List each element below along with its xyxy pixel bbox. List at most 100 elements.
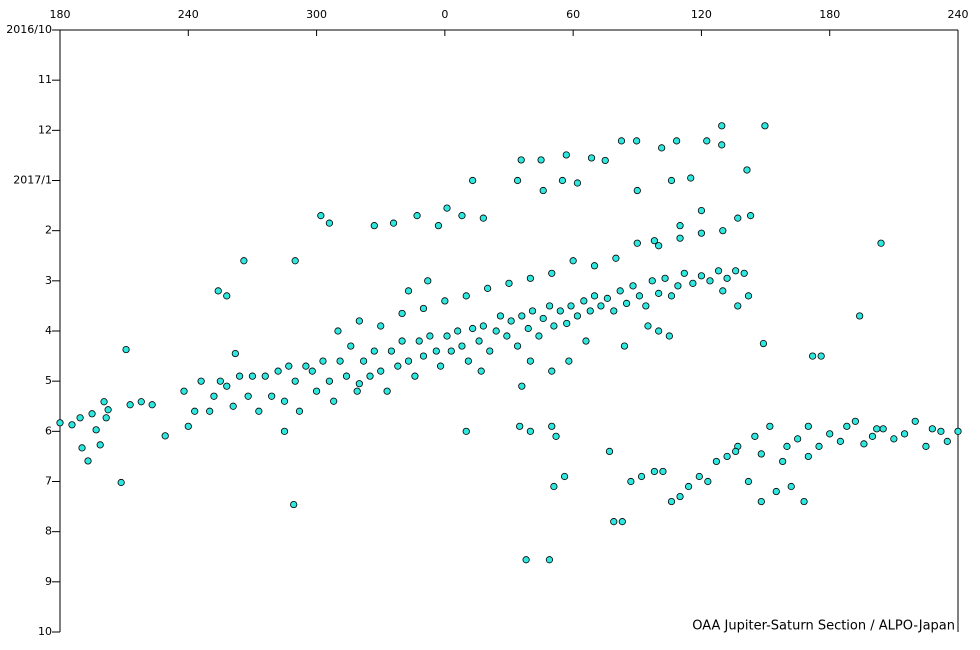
- data-point: [92, 426, 100, 434]
- data-point: [419, 352, 428, 360]
- data-point: [513, 176, 522, 185]
- data-point: [526, 427, 534, 435]
- data-point: [240, 257, 248, 265]
- data-point: [633, 239, 641, 247]
- data-point: [334, 327, 342, 335]
- data-point: [548, 422, 556, 430]
- data-point: [676, 222, 684, 230]
- data-point: [642, 302, 650, 310]
- data-point: [291, 257, 299, 265]
- data-point: [244, 392, 252, 400]
- data-point: [563, 319, 571, 328]
- data-point: [308, 367, 316, 375]
- data-point: [633, 186, 641, 195]
- data-point: [528, 307, 537, 315]
- data-point: [336, 357, 344, 365]
- data-point: [180, 387, 188, 395]
- data-point: [794, 435, 802, 443]
- data-point: [567, 302, 575, 310]
- data-point: [88, 410, 96, 418]
- data-point: [616, 287, 624, 295]
- data-point: [587, 154, 596, 162]
- data-point: [732, 267, 740, 275]
- data-point: [804, 452, 812, 461]
- data-point: [248, 372, 257, 380]
- data-point: [436, 362, 445, 370]
- data-point: [612, 254, 620, 262]
- data-point: [783, 442, 791, 450]
- data-point: [68, 421, 76, 429]
- data-point: [214, 287, 222, 295]
- data-point: [680, 269, 688, 277]
- data-point: [650, 237, 658, 245]
- y-tick-label: 8: [45, 525, 52, 538]
- y-tick-label: 4: [45, 324, 52, 337]
- data-point: [458, 212, 466, 220]
- data-point: [706, 277, 714, 285]
- data-point: [714, 267, 723, 275]
- data-point: [658, 144, 666, 152]
- y-tick-label: 10: [38, 625, 52, 638]
- data-point: [676, 492, 684, 501]
- data-point: [503, 332, 511, 340]
- data-point: [325, 377, 333, 385]
- data-point: [648, 277, 656, 285]
- y-tick-label: 3: [45, 274, 52, 287]
- data-point: [719, 287, 727, 295]
- data-point: [387, 347, 396, 355]
- data-point: [744, 477, 753, 486]
- data-point: [522, 556, 530, 564]
- data-point: [325, 219, 333, 227]
- data-point: [873, 425, 881, 433]
- data-point: [389, 219, 398, 227]
- data-point: [667, 497, 676, 506]
- data-point: [319, 357, 327, 365]
- data-point: [590, 292, 599, 300]
- y-tick-label: 12: [38, 123, 52, 136]
- data-point: [469, 324, 477, 333]
- data-point: [610, 518, 618, 526]
- x-tick-label: 300: [306, 8, 327, 21]
- data-point: [96, 441, 104, 449]
- data-point: [633, 137, 641, 145]
- data-point: [426, 332, 434, 340]
- data-point: [695, 472, 703, 481]
- data-point: [524, 324, 532, 333]
- data-point: [342, 372, 351, 380]
- data-point: [676, 234, 684, 242]
- data-point: [161, 432, 169, 440]
- data-point: [734, 302, 742, 310]
- data-point: [398, 337, 406, 345]
- data-point: [809, 352, 817, 360]
- data-point: [856, 312, 864, 320]
- x-tick-label: 240: [178, 8, 199, 21]
- data-point: [943, 437, 951, 445]
- data-point: [674, 282, 682, 290]
- data-point: [398, 309, 406, 318]
- data-point: [922, 442, 930, 450]
- data-point: [475, 337, 483, 345]
- data-point: [484, 284, 492, 292]
- data-point: [394, 362, 402, 370]
- data-point: [458, 342, 466, 350]
- data-point: [370, 222, 378, 230]
- data-point: [76, 414, 84, 422]
- x-tick-label: 180: [50, 8, 71, 21]
- data-point: [627, 477, 635, 486]
- data-point: [454, 327, 462, 335]
- data-point: [697, 229, 706, 237]
- data-point: [383, 387, 391, 395]
- data-point: [580, 297, 588, 305]
- data-point: [659, 467, 667, 476]
- y-tick-label: 5: [45, 374, 52, 387]
- data-point: [548, 367, 556, 375]
- data-point: [622, 299, 631, 308]
- data-point: [404, 287, 413, 295]
- data-point: [843, 422, 851, 430]
- data-point: [441, 297, 449, 305]
- data-point: [78, 444, 86, 452]
- data-point: [552, 432, 560, 440]
- data-point: [573, 312, 582, 320]
- data-point: [117, 478, 125, 487]
- data-point: [879, 425, 887, 433]
